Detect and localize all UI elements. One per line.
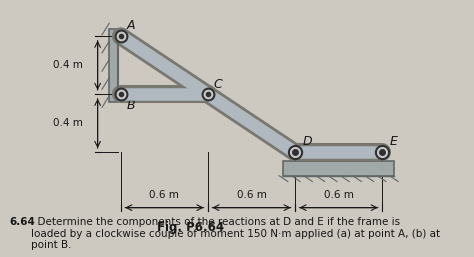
Text: 0.6 m: 0.6 m — [149, 190, 179, 200]
Text: 0.6 m: 0.6 m — [324, 190, 354, 200]
Text: 6.64: 6.64 — [9, 217, 36, 227]
Text: Fig. P6.64: Fig. P6.64 — [157, 221, 224, 234]
Text: 0.6 m: 0.6 m — [237, 190, 266, 200]
Bar — [283, 161, 394, 176]
Text: D: D — [302, 135, 312, 148]
Text: B: B — [127, 99, 135, 112]
Bar — [109, 29, 118, 102]
Text: 0.4 m: 0.4 m — [53, 118, 83, 128]
Text: E: E — [390, 135, 397, 148]
Text: C: C — [214, 78, 222, 91]
Text: 0.4 m: 0.4 m — [53, 60, 83, 70]
Text: Determine the components of the reactions at D and E if the frame is
loaded by a: Determine the components of the reaction… — [31, 217, 440, 250]
Text: A: A — [127, 19, 135, 32]
